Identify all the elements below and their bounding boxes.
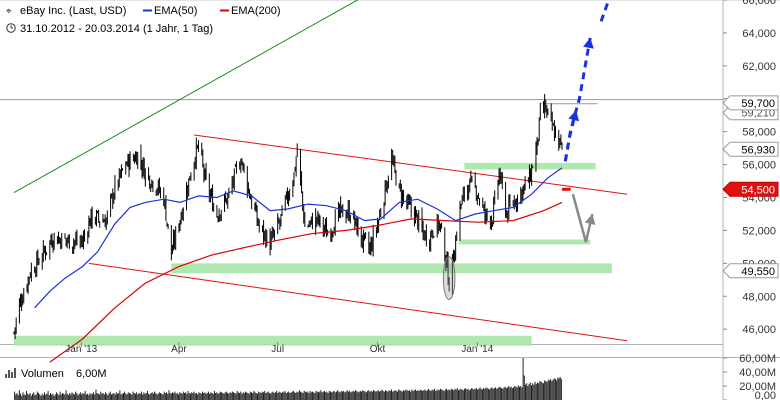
volume-tick-label: 40,00M — [739, 367, 776, 379]
price-tag-last-text: 56,930 — [741, 144, 775, 156]
y-axis: 46,00048,00050,00052,00054,00056,00058,0… — [723, 0, 776, 336]
ema200-line — [49, 201, 563, 363]
x-axis: Jan '13 Apr Jul Okt Jan '14 — [65, 342, 494, 355]
drawn-trendlines — [13, 0, 628, 342]
price-tag-upper — [722, 95, 779, 111]
support-zone — [14, 335, 532, 346]
ema200-legend-label: EMA(200) — [231, 5, 281, 17]
scenario-arrowhead — [584, 213, 596, 225]
price-tag-red-level — [722, 181, 779, 197]
y-tick-label: 56,000 — [742, 160, 776, 172]
projection-arrowhead — [583, 37, 594, 49]
volume-tick-label: 0,00 — [755, 390, 776, 400]
long-term-trendline — [13, 0, 359, 194]
support-zone — [171, 263, 612, 274]
x-tick-label: Jan '13 — [65, 344, 97, 355]
price-tag-red-level-text: 54,500 — [741, 184, 775, 196]
period-label: 31.10.2012 - 20.03.2014 (1 Jahr, 1 Tag) — [20, 23, 213, 35]
price-tag-last — [722, 141, 779, 157]
volume-tick-label: 60,00M — [739, 353, 776, 365]
projection-arrow — [563, 37, 592, 162]
x-tick-label: Jan '14 — [461, 344, 493, 355]
candlestick-series — [13, 94, 563, 340]
price-tag-low-level-text: 49,550 — [741, 266, 775, 278]
ema50-line — [34, 167, 563, 309]
y-tick-label: 48,000 — [742, 291, 776, 303]
y-tick-label: 64,000 — [742, 28, 776, 40]
x-tick-label: Jul — [271, 344, 284, 355]
x-tick-label: Apr — [171, 344, 187, 355]
y-tick-label: 52,000 — [742, 225, 776, 237]
highlight-ellipse — [442, 256, 456, 301]
y-tick-label: 66,000 — [742, 0, 776, 7]
instrument-title: eBay Inc. (Last, USD) — [20, 5, 126, 17]
price-tag-low-level — [722, 263, 779, 279]
channel-lower-line — [88, 262, 628, 342]
volume-label: Volumen — [21, 368, 64, 380]
volume-legend: Volumen 6,00M — [5, 368, 107, 380]
y-tick-label: 46,000 — [742, 324, 776, 336]
clock-icon — [6, 23, 16, 33]
ema50-legend-label: EMA(50) — [154, 5, 197, 17]
y-tick-label: 62,000 — [742, 61, 776, 73]
price-tag-upper-text: 59,700 — [741, 98, 775, 110]
volume-bars — [14, 358, 562, 400]
support-zone — [458, 239, 591, 245]
channel-upper-line — [194, 134, 628, 195]
support-zone — [464, 162, 596, 170]
resistance-line-group — [0, 99, 723, 105]
support-zones — [14, 162, 612, 346]
crosshair-icon[interactable]: ⌖ — [6, 6, 12, 17]
projection-arrow — [599, 0, 611, 22]
x-tick-label: Okt — [370, 344, 386, 355]
volume-icon — [5, 368, 16, 378]
volume-tick-label: 20,00M — [739, 381, 776, 393]
volume-max-label: 6,00M — [76, 368, 107, 380]
y-tick-label: 58,000 — [742, 127, 776, 139]
chart-header: ⌖ eBay Inc. (Last, USD) EMA(50) EMA(200)… — [6, 5, 281, 35]
price-tag-hidden-text: 59,210 — [741, 108, 775, 120]
annotations — [442, 0, 611, 301]
